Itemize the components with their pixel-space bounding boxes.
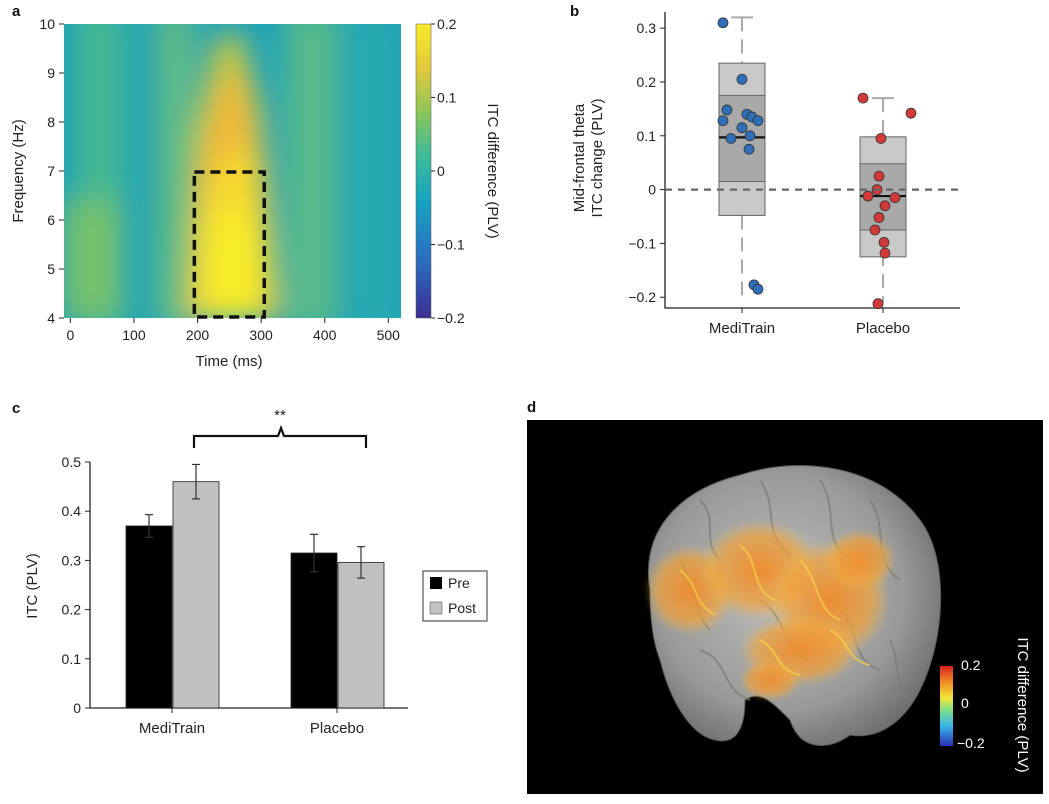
boxplot-point <box>879 200 891 212</box>
highlight-box <box>192 170 267 319</box>
boxplot-category-label: Placebo <box>856 320 910 337</box>
panel-a-label: a <box>12 3 21 20</box>
bar <box>337 561 385 709</box>
heatmap-colorbar-tick-label: −0.2 <box>437 310 465 326</box>
panel-c-label: c <box>12 400 20 417</box>
heatmap-ytick-label: 8 <box>47 114 55 130</box>
heatmap-ytick-label: 9 <box>47 65 55 81</box>
legend-label-post: Post <box>448 600 476 616</box>
boxplot-point <box>752 283 764 295</box>
boxplot-ytick-label: 0.2 <box>637 74 657 90</box>
boxplot-point <box>736 122 748 134</box>
bar-category-label: Placebo <box>310 720 364 737</box>
boxplot-point <box>905 107 917 119</box>
heatmap-ytick-label: 4 <box>47 310 55 326</box>
boxplot-ytick-label: 0 <box>648 182 656 198</box>
boxplot-point <box>743 143 755 155</box>
bar-ytick-label: 0.5 <box>62 454 82 470</box>
heatmap-xtick-label: 400 <box>313 327 337 343</box>
brain-colorbar-tick-mid: 0 <box>961 695 969 711</box>
panel-a: a 0 100 200 300 400 500 4 5 6 7 8 9 10 Time (ms) Fre… <box>10 3 501 370</box>
brain-render <box>645 465 942 746</box>
bar-ytick-label: 0.4 <box>62 503 82 519</box>
heatmap-ytick-label: 6 <box>47 212 55 228</box>
heatmap-xtick-label: 100 <box>122 327 146 343</box>
bar-category-label: MediTrain <box>139 720 205 737</box>
heatmap-ytick-label: 5 <box>47 261 55 277</box>
panel-d: d <box>527 399 1043 794</box>
boxplot-point <box>717 17 729 29</box>
panel-b-label: b <box>570 3 579 20</box>
boxplot-point <box>879 247 891 259</box>
significance-stars: ** <box>274 407 286 424</box>
boxplot-point <box>872 298 884 310</box>
heatmap-xtick-label: 0 <box>66 327 74 343</box>
brain-colorbar-tick-top: 0.2 <box>961 657 981 673</box>
heatmap-colorbar-tick-label: 0.2 <box>437 16 457 32</box>
panel-d-label: d <box>527 399 536 416</box>
heatmap-xlabel: Time (ms) <box>196 353 263 370</box>
boxplot-ytick-label: 0.3 <box>637 20 657 36</box>
brain-colorbar-tick-bottom: −0.2 <box>957 735 985 751</box>
heatmap-colorbar-ticks: 0.2 0.1 0 −0.1 −0.2 <box>431 16 465 326</box>
legend-label-pre: Pre <box>448 575 470 591</box>
boxplot-plot: −0.2 −0.1 0 0.1 0.2 0.3 MediTrain Placebo <box>628 12 960 337</box>
panel-b: b −0.2 −0.1 0 0.1 0.2 0.3 MediTrain Placebo Mid… <box>570 3 960 337</box>
bar-plot: 0 0.1 0.2 0.3 0.4 0.5 MediTrain Placebo <box>62 454 408 737</box>
heatmap-colorbar <box>415 23 432 319</box>
boxplot-point <box>721 104 733 116</box>
legend-swatch-post <box>429 601 443 615</box>
boxplot-point <box>752 115 764 127</box>
boxplot-point <box>878 236 890 248</box>
brain-activation <box>645 520 895 700</box>
boxplot-ylabel-line2: ITC change (PLV) <box>589 99 606 218</box>
boxplot-point <box>873 212 885 223</box>
significance-bracket <box>192 424 368 448</box>
brain-colorbar-label: ITC difference (PLV) <box>1014 637 1031 772</box>
bar-ytick-label: 0.3 <box>62 552 82 568</box>
heatmap-xtick-label: 300 <box>249 327 273 343</box>
boxplot-point <box>869 224 881 236</box>
boxplot-axes <box>664 12 960 309</box>
bar-ylabel: ITC (PLV) <box>24 553 41 619</box>
heatmap-ytick-label: 10 <box>39 16 55 32</box>
bar-legend: Pre Post <box>422 570 488 622</box>
legend-swatch-pre <box>430 577 442 589</box>
heatmap-colorbar-label: ITC difference (PLV) <box>484 103 501 238</box>
heatmap-axes: 0 100 200 300 400 500 4 5 6 7 8 9 10 <box>39 16 400 343</box>
boxplot-ytick-label: −0.1 <box>628 235 656 251</box>
boxplot-category-label: MediTrain <box>709 320 775 337</box>
boxplot-ylabel-line1: Mid-frontal theta <box>571 103 588 212</box>
boxplot-ytick-label: −0.2 <box>628 289 656 305</box>
heatmap-plot <box>64 24 401 318</box>
boxplot-point <box>889 192 901 204</box>
bar <box>172 481 220 709</box>
brain-colorbar <box>940 666 953 746</box>
boxplot-point <box>862 190 874 202</box>
heatmap-xtick-label: 200 <box>186 327 210 343</box>
bar-ytick-label: 0 <box>73 700 81 716</box>
panel-c: c 0 0.1 0.2 0.3 0.4 0.5 MediTrain Placebo ITC (… <box>12 400 488 737</box>
bar-ytick-label: 0.1 <box>62 651 82 667</box>
heatmap-ylabel: Frequency (Hz) <box>10 119 27 222</box>
boxplot-point <box>744 130 756 142</box>
boxplot-point <box>873 170 885 182</box>
boxplot-ytick-label: 0.1 <box>637 128 657 144</box>
boxplot-point <box>875 133 887 144</box>
boxplot-point <box>717 115 729 127</box>
boxplot-point <box>857 92 869 104</box>
heatmap-ytick-label: 7 <box>47 163 55 179</box>
brain-activation-streaks <box>679 544 871 676</box>
boxplot-point <box>725 133 737 144</box>
bar-ytick-label: 0.2 <box>62 602 82 618</box>
heatmap-xtick-label: 500 <box>377 327 401 343</box>
heatmap-field <box>64 24 395 318</box>
heatmap-colorbar-tick-label: −0.1 <box>437 237 465 253</box>
heatmap-colorbar-tick-label: 0.1 <box>437 90 457 106</box>
bar <box>290 552 338 709</box>
heatmap-colorbar-tick-label: 0 <box>437 163 445 179</box>
bar <box>125 525 173 709</box>
boxplot-point <box>736 73 748 85</box>
